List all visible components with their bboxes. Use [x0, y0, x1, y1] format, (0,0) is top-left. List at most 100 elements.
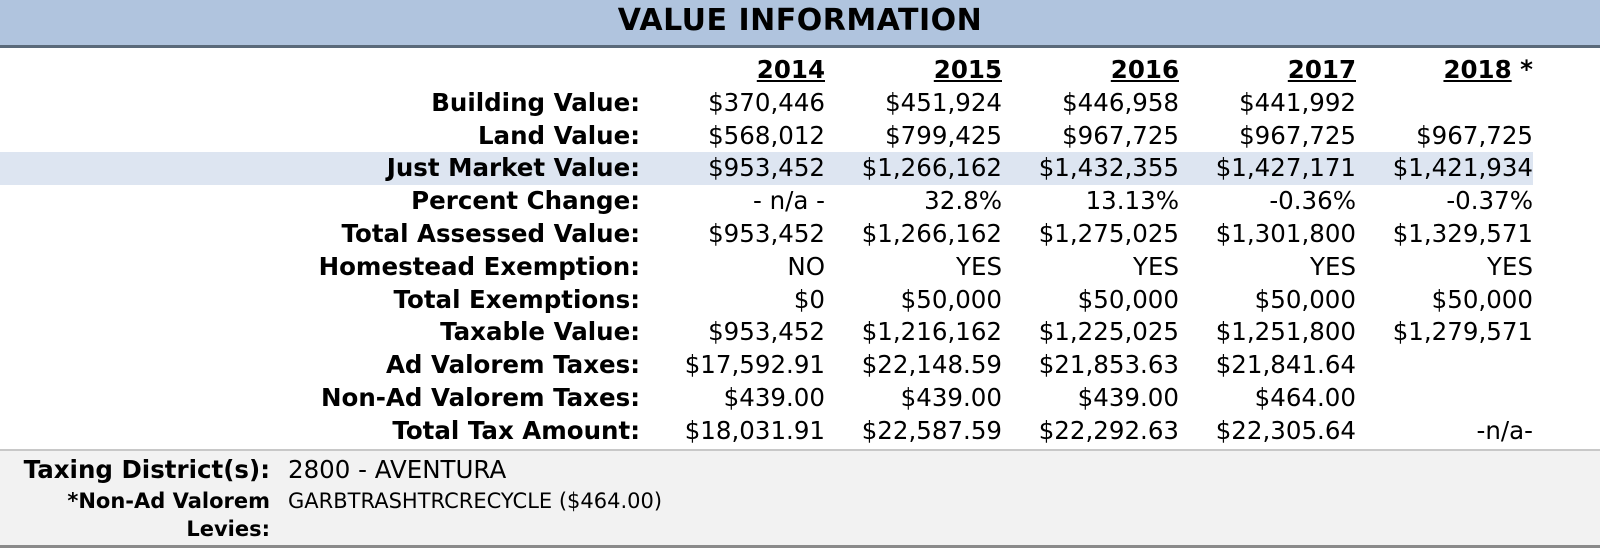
row-total-exemptions: Total Exemptions: $0 $50,000 $50,000 $50…: [0, 284, 1600, 317]
cell-value: $1,225,025: [1038, 317, 1179, 347]
cell-value: $1,216,162: [861, 317, 1002, 347]
cell-value: $967,725: [1239, 120, 1356, 150]
cell-value: - n/a -: [752, 186, 825, 216]
row-spacer: [1533, 120, 1600, 153]
cell-value: 13.13%: [1085, 186, 1179, 216]
cell-value: 32.8%: [924, 186, 1002, 216]
cell-value: $967,725: [1062, 120, 1179, 150]
row-non-ad-valorem-taxes: Non-Ad Valorem Taxes: $439.00 $439.00 $4…: [0, 382, 1600, 415]
row-spacer: [1533, 316, 1600, 349]
cell-value: $50,000: [900, 284, 1002, 314]
header-spacer: [0, 54, 640, 87]
row-label: Taxable Value:: [440, 317, 640, 347]
cell-value: YES: [1133, 251, 1179, 281]
row-spacer: [1533, 382, 1600, 415]
cell-value: $370,446: [708, 87, 825, 117]
levies-label: Levies:: [186, 517, 270, 541]
cell-value: $451,924: [885, 87, 1002, 117]
cell-value: $441,992: [1239, 87, 1356, 117]
cell-value: $953,452: [708, 218, 825, 248]
cell-value: -n/a-: [1476, 415, 1533, 445]
row-total-assessed-value: Total Assessed Value: $953,452 $1,266,16…: [0, 218, 1600, 251]
row-label: Total Tax Amount:: [392, 415, 640, 445]
cell-value: $1,279,571: [1392, 317, 1533, 347]
row-label: Total Assessed Value:: [341, 218, 640, 248]
value-table: 2014 2015 2016 2017 2018 * Building Valu…: [0, 54, 1600, 448]
cell-value: YES: [1487, 251, 1533, 281]
section-title: VALUE INFORMATION: [0, 0, 1600, 48]
row-label: Ad Valorem Taxes:: [385, 350, 640, 380]
year-header: 2017: [1287, 55, 1356, 84]
cell-value: $1,329,571: [1392, 218, 1533, 248]
cell-value: $0: [793, 284, 825, 314]
year-header: 2018 *: [1443, 55, 1533, 84]
year-header: 2014: [756, 55, 825, 84]
year-header-row: 2014 2015 2016 2017 2018 *: [0, 54, 1600, 87]
cell-value: -0.37%: [1446, 186, 1533, 216]
cell-value: $953,452: [640, 152, 825, 186]
non-ad-valorem-label: *Non-Ad Valorem: [67, 489, 270, 513]
cell-value: $1,301,800: [1215, 218, 1356, 248]
row-spacer: [1533, 185, 1600, 218]
row-land-value: Land Value: $568,012 $799,425 $967,725 $…: [0, 120, 1600, 153]
cell-value: $22,587.59: [861, 415, 1002, 445]
cell-value: YES: [1310, 251, 1356, 281]
row-label: Land Value:: [477, 120, 640, 150]
cell-value: YES: [956, 251, 1002, 281]
row-ad-valorem-taxes: Ad Valorem Taxes: $17,592.91 $22,148.59 …: [0, 349, 1600, 382]
row-label: Total Exemptions:: [393, 284, 640, 314]
row-label: Building Value:: [431, 87, 640, 117]
cell-value: -0.36%: [1269, 186, 1356, 216]
cell-value: [1356, 87, 1533, 120]
row-percent-change: Percent Change: - n/a - 32.8% 13.13% -0.…: [0, 185, 1600, 218]
cell-value: $1,275,025: [1038, 218, 1179, 248]
cell-value: $568,012: [708, 120, 825, 150]
taxing-district-value: 2800 - AVENTURA: [288, 455, 507, 484]
cell-value: $799,425: [885, 120, 1002, 150]
row-homestead-exemption: Homestead Exemption: NO YES YES YES YES: [0, 251, 1600, 284]
row-spacer: [1533, 251, 1600, 284]
cell-value: $1,266,162: [825, 152, 1002, 186]
cell-value: $953,452: [708, 317, 825, 347]
row-label: Just Market Value:: [0, 152, 640, 186]
row-just-market-value: Just Market Value: $953,452 $1,266,162 $…: [0, 152, 1600, 186]
row-spacer: [1533, 284, 1600, 317]
row-label: Percent Change:: [411, 186, 640, 216]
cell-value: $18,031.91: [684, 415, 825, 445]
row-label: Homestead Exemption:: [318, 251, 640, 281]
year-header: 2015: [933, 55, 1002, 84]
cell-value: $464.00: [1254, 382, 1356, 412]
cell-value: $967,725: [1416, 120, 1533, 150]
taxing-district-label: Taxing District(s):: [23, 455, 270, 484]
cell-value: $22,305.64: [1215, 415, 1356, 445]
cell-value: $439.00: [1077, 382, 1179, 412]
cell-value: [1356, 349, 1533, 382]
cell-value: $439.00: [900, 382, 1002, 412]
cell-value: $1,421,934: [1356, 152, 1533, 186]
cell-value: $1,432,355: [1002, 152, 1179, 186]
row-spacer: [1533, 415, 1600, 448]
non-ad-valorem-value: GARBTRASHTRCRECYCLE ($464.00): [288, 489, 663, 513]
row-total-tax-amount: Total Tax Amount: $18,031.91 $22,587.59 …: [0, 415, 1600, 448]
cell-value: $439.00: [723, 382, 825, 412]
cell-value: $21,853.63: [1038, 350, 1179, 380]
cell-value: $22,292.63: [1038, 415, 1179, 445]
cell-value: $22,148.59: [861, 350, 1002, 380]
row-spacer: [1533, 218, 1600, 251]
year-header: 2016: [1110, 55, 1179, 84]
footnote-asterisk: *: [1511, 55, 1533, 84]
cell-value: NO: [787, 251, 825, 281]
row-taxable-value: Taxable Value: $953,452 $1,216,162 $1,22…: [0, 316, 1600, 349]
row-label: Non-Ad Valorem Taxes:: [320, 382, 640, 412]
row-spacer: [1533, 87, 1600, 120]
cell-value: $21,841.64: [1215, 350, 1356, 380]
cell-value: $1,427,171: [1179, 152, 1356, 186]
cell-value: $1,251,800: [1215, 317, 1356, 347]
cell-value: $50,000: [1077, 284, 1179, 314]
cell-value: $50,000: [1254, 284, 1356, 314]
row-spacer: [1533, 349, 1600, 382]
row-building-value: Building Value: $370,446 $451,924 $446,9…: [0, 87, 1600, 120]
header-spacer: [1533, 54, 1600, 87]
row-spacer: [1533, 152, 1600, 185]
